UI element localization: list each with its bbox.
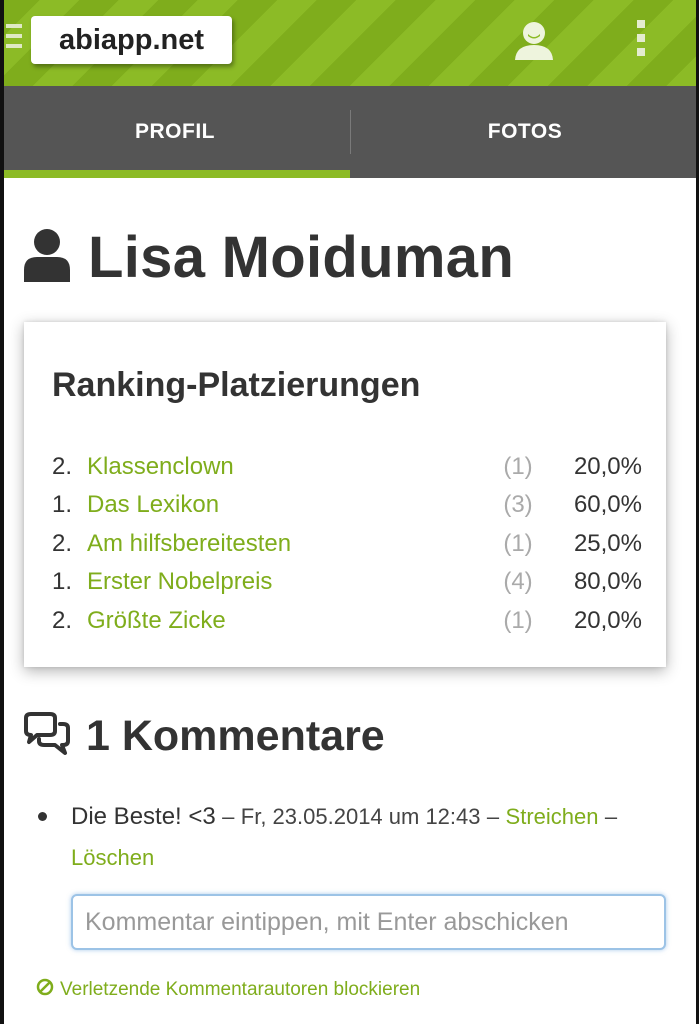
ranking-percent: 25,0%	[573, 530, 642, 557]
comment-text: Die Beste! <3	[71, 803, 216, 830]
ranking-percent: 60,0%	[573, 491, 642, 518]
separator: –	[222, 804, 235, 829]
ranking-title: Ranking-Platzierungen	[52, 366, 421, 404]
ranking-percent: 20,0%	[573, 607, 642, 634]
ranking-vote-count: (1)	[503, 530, 533, 557]
separator: –	[604, 804, 618, 829]
ranking-category-link[interactable]: Erster Nobelpreis	[87, 568, 273, 595]
page-title: Lisa Moiduman	[22, 222, 514, 292]
comment-date: Fr, 23.05.2014 um 12:43	[240, 804, 481, 829]
ranking-card: Ranking-Platzierungen 2. Klassenclown (1…	[24, 322, 666, 667]
ranking-row: 2. Größte Zicke (1) 20,0%	[52, 602, 642, 640]
ranking-place: 1.	[52, 568, 73, 595]
comment-body: Die Beste! <3 – Fr, 23.05.2014 um 12:43 …	[71, 796, 661, 878]
strike-comment-link[interactable]: Streichen	[505, 804, 599, 829]
ranking-category-link[interactable]: Klassenclown	[87, 453, 234, 480]
list-bullet	[38, 812, 47, 821]
more-vert-icon[interactable]	[632, 20, 650, 60]
comment-input[interactable]	[71, 894, 666, 950]
person-icon	[22, 228, 72, 287]
screen-edge-left	[0, 0, 4, 1024]
hamburger-icon[interactable]	[6, 24, 22, 54]
ban-icon	[36, 978, 54, 1002]
ranking-percent: 80,0%	[573, 568, 642, 595]
app-header: abiapp.net	[0, 0, 699, 86]
ranking-category-link[interactable]: Größte Zicke	[87, 607, 226, 634]
ranking-place: 2.	[52, 453, 73, 480]
tab-fotos[interactable]: FOTOS	[487, 120, 563, 143]
user-icon[interactable]	[512, 18, 556, 62]
ranking-percent: 20,0%	[573, 453, 642, 480]
active-tab-indicator	[4, 170, 350, 178]
comments-title: 1 Kommentare	[86, 711, 385, 760]
block-authors-link[interactable]: Verletzende Kommentarautoren blockieren	[36, 978, 420, 1002]
profile-name: Lisa Moiduman	[88, 224, 515, 290]
tab-bar: PROFIL FOTOS	[0, 86, 699, 178]
ranking-row: 2. Am hilfsbereitesten (1) 25,0%	[52, 525, 642, 563]
delete-comment-link[interactable]: Löschen	[71, 845, 155, 870]
ranking-vote-count: (4)	[503, 568, 533, 595]
tab-profil[interactable]: PROFIL	[135, 120, 215, 143]
ranking-row: 1. Erster Nobelpreis (4) 80,0%	[52, 563, 642, 601]
screen-edge-right	[696, 0, 699, 1024]
ranking-vote-count: (3)	[503, 491, 533, 518]
tab-divider	[350, 110, 351, 154]
ranking-row: 2. Klassenclown (1) 20,0%	[52, 448, 642, 486]
ranking-place: 2.	[52, 530, 73, 557]
comments-heading: 1 Kommentare	[22, 706, 385, 766]
ranking-place: 2.	[52, 607, 73, 634]
ranking-category-link[interactable]: Am hilfsbereitesten	[87, 530, 292, 557]
ranking-category-link[interactable]: Das Lexikon	[87, 491, 220, 518]
comments-icon	[22, 711, 72, 761]
app-logo[interactable]: abiapp.net	[31, 16, 232, 64]
ranking-row: 1. Das Lexikon (3) 60,0%	[52, 486, 642, 524]
block-authors-label: Verletzende Kommentarautoren blockieren	[60, 979, 421, 1000]
ranking-vote-count: (1)	[503, 607, 533, 634]
ranking-place: 1.	[52, 491, 73, 518]
ranking-vote-count: (1)	[503, 453, 533, 480]
separator: –	[486, 804, 500, 829]
